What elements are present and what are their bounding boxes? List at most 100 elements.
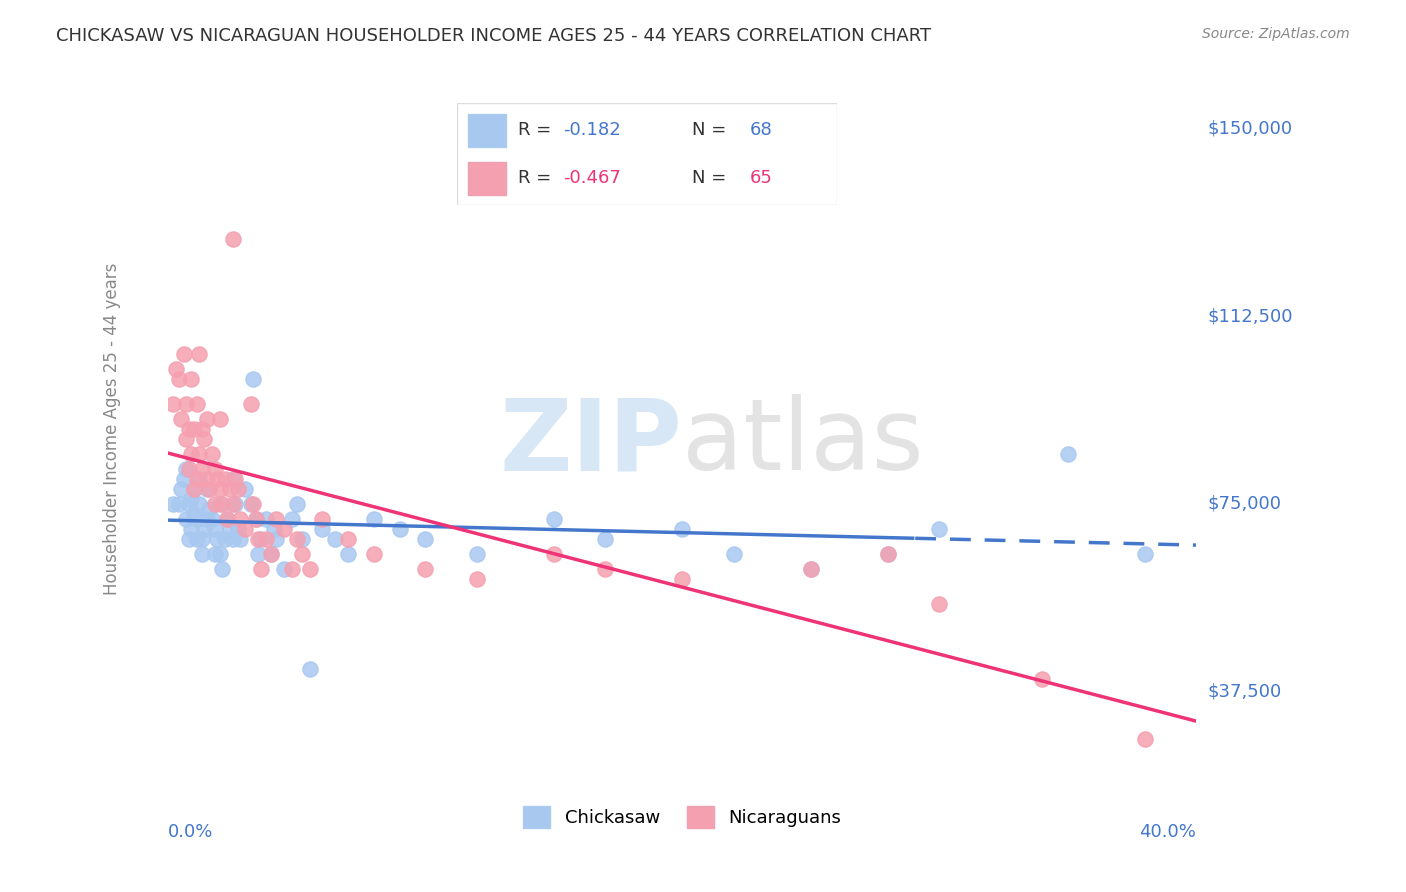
- Point: [186, 472, 208, 486]
- Point: [201, 446, 224, 460]
- Point: [671, 572, 693, 586]
- Point: [162, 497, 184, 511]
- Point: [285, 532, 308, 546]
- Point: [208, 411, 231, 425]
- Point: [543, 511, 565, 525]
- Point: [183, 507, 205, 521]
- Legend: Chickasaw, Nicaraguans: Chickasaw, Nicaraguans: [515, 797, 851, 838]
- Point: [263, 522, 285, 536]
- Point: [221, 497, 243, 511]
- Point: [928, 522, 950, 536]
- Point: [543, 547, 565, 561]
- Point: [174, 432, 197, 446]
- Point: [183, 482, 205, 496]
- FancyBboxPatch shape: [468, 114, 506, 146]
- Point: [208, 497, 231, 511]
- Point: [876, 547, 898, 561]
- Point: [363, 547, 385, 561]
- Point: [188, 346, 211, 360]
- Point: [186, 532, 208, 546]
- Point: [298, 561, 321, 575]
- Point: [876, 547, 898, 561]
- Point: [217, 511, 239, 525]
- Point: [249, 561, 271, 575]
- Text: 68: 68: [749, 121, 772, 139]
- Text: R =: R =: [517, 169, 557, 187]
- Point: [198, 501, 221, 516]
- Point: [177, 497, 200, 511]
- Point: [188, 446, 211, 460]
- Point: [198, 482, 221, 496]
- Text: 40.0%: 40.0%: [1139, 823, 1197, 841]
- Point: [291, 532, 314, 546]
- Point: [245, 511, 267, 525]
- Point: [221, 532, 243, 546]
- Point: [180, 371, 202, 385]
- Point: [167, 497, 190, 511]
- Point: [195, 472, 218, 486]
- Point: [204, 497, 226, 511]
- Point: [165, 361, 187, 376]
- Point: [260, 547, 283, 561]
- Point: [195, 482, 218, 496]
- Point: [211, 497, 233, 511]
- Point: [180, 446, 202, 460]
- Point: [413, 561, 436, 575]
- Point: [226, 482, 249, 496]
- Point: [195, 411, 218, 425]
- Point: [235, 522, 257, 536]
- Text: N =: N =: [692, 169, 733, 187]
- Point: [177, 532, 200, 546]
- Point: [800, 561, 823, 575]
- Point: [247, 532, 270, 546]
- Point: [180, 491, 202, 506]
- Point: [273, 561, 295, 575]
- Point: [264, 532, 287, 546]
- Point: [264, 511, 287, 525]
- Point: [188, 472, 211, 486]
- FancyBboxPatch shape: [457, 103, 837, 205]
- Point: [229, 532, 252, 546]
- Point: [593, 532, 616, 546]
- Point: [162, 396, 184, 410]
- Point: [188, 497, 211, 511]
- Point: [214, 532, 236, 546]
- Point: [224, 472, 246, 486]
- Point: [170, 482, 193, 496]
- Point: [1031, 672, 1053, 686]
- Point: [1056, 446, 1078, 460]
- Point: [242, 497, 264, 511]
- Point: [254, 532, 277, 546]
- Text: -0.182: -0.182: [564, 121, 621, 139]
- Point: [311, 511, 333, 525]
- Point: [186, 511, 208, 525]
- Point: [280, 511, 302, 525]
- Point: [254, 511, 277, 525]
- Point: [174, 511, 197, 525]
- Point: [247, 547, 270, 561]
- Text: atlas: atlas: [682, 394, 924, 491]
- Point: [190, 532, 212, 546]
- Point: [173, 346, 195, 360]
- Point: [211, 561, 233, 575]
- Point: [245, 511, 267, 525]
- Point: [177, 461, 200, 475]
- Text: Source: ZipAtlas.com: Source: ZipAtlas.com: [1202, 27, 1350, 41]
- Point: [204, 461, 226, 475]
- Point: [337, 532, 360, 546]
- Point: [388, 522, 411, 536]
- Text: N =: N =: [692, 121, 733, 139]
- Point: [204, 547, 226, 561]
- Point: [465, 547, 488, 561]
- Point: [239, 396, 262, 410]
- Point: [928, 597, 950, 611]
- Point: [217, 511, 239, 525]
- Point: [224, 497, 246, 511]
- Point: [800, 561, 823, 575]
- Point: [201, 511, 224, 525]
- Point: [219, 482, 242, 496]
- Point: [671, 522, 693, 536]
- Point: [193, 432, 215, 446]
- Point: [221, 472, 243, 486]
- Text: $150,000: $150,000: [1208, 120, 1292, 137]
